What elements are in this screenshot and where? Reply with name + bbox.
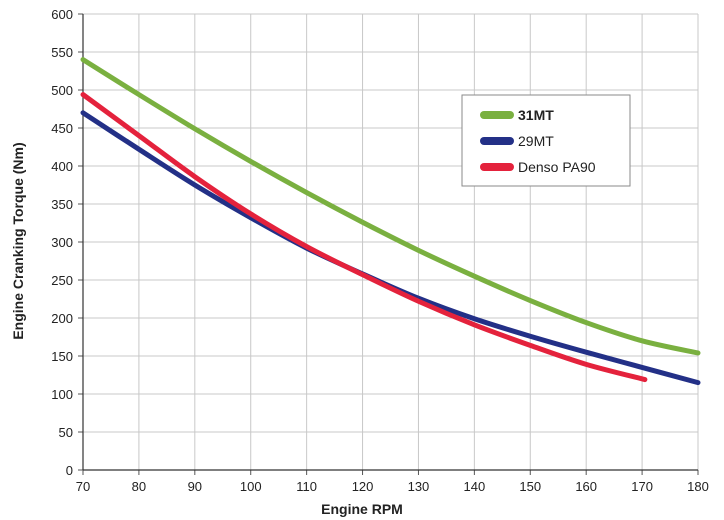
x-tick-label: 110 xyxy=(296,479,317,494)
x-tick-label: 180 xyxy=(687,479,709,494)
x-tick-label: 80 xyxy=(132,479,146,494)
x-axis-title: Engine RPM xyxy=(321,501,403,517)
x-axis-ticks: 70 80 90 100 110 120 130 140 150 160 170 180 xyxy=(76,470,709,494)
x-tick-label: 120 xyxy=(352,479,374,494)
y-tick-label: 600 xyxy=(51,7,73,22)
y-tick-label: 400 xyxy=(51,159,73,174)
y-tick-label: 200 xyxy=(51,311,73,326)
legend-label-0: 31MT xyxy=(518,107,554,123)
x-tick-label: 150 xyxy=(519,479,541,494)
y-tick-label: 100 xyxy=(51,387,73,402)
x-tick-label: 90 xyxy=(188,479,202,494)
y-tick-label: 350 xyxy=(51,197,73,212)
x-tick-label: 100 xyxy=(240,479,262,494)
series-line-2 xyxy=(80,92,648,383)
y-tick-label: 0 xyxy=(66,463,73,478)
y-tick-label: 550 xyxy=(51,45,73,60)
x-tick-label: 160 xyxy=(575,479,597,494)
y-tick-label: 50 xyxy=(59,425,73,440)
legend-label-2: Denso PA90 xyxy=(518,159,596,175)
y-tick-label: 250 xyxy=(51,273,73,288)
x-tick-label: 130 xyxy=(408,479,430,494)
series-lines xyxy=(80,57,701,386)
x-tick-label: 140 xyxy=(464,479,486,494)
x-tick-label: 70 xyxy=(76,479,90,494)
grid xyxy=(83,13,699,470)
y-tick-label: 150 xyxy=(51,349,73,364)
legend-label-1: 29MT xyxy=(518,133,554,149)
x-tick-label: 170 xyxy=(631,479,653,494)
y-axis-title: Engine Cranking Torque (Nm) xyxy=(10,142,26,339)
axes xyxy=(82,14,698,471)
series-line-0 xyxy=(80,57,701,356)
y-tick-label: 450 xyxy=(51,121,73,136)
legend: 31MT 29MT Denso PA90 xyxy=(461,94,631,187)
y-tick-label: 300 xyxy=(51,235,73,250)
y-axis-ticks: 0 50 100 150 200 250 300 350 400 450 500 550 600 xyxy=(51,7,83,478)
y-tick-label: 500 xyxy=(51,83,73,98)
